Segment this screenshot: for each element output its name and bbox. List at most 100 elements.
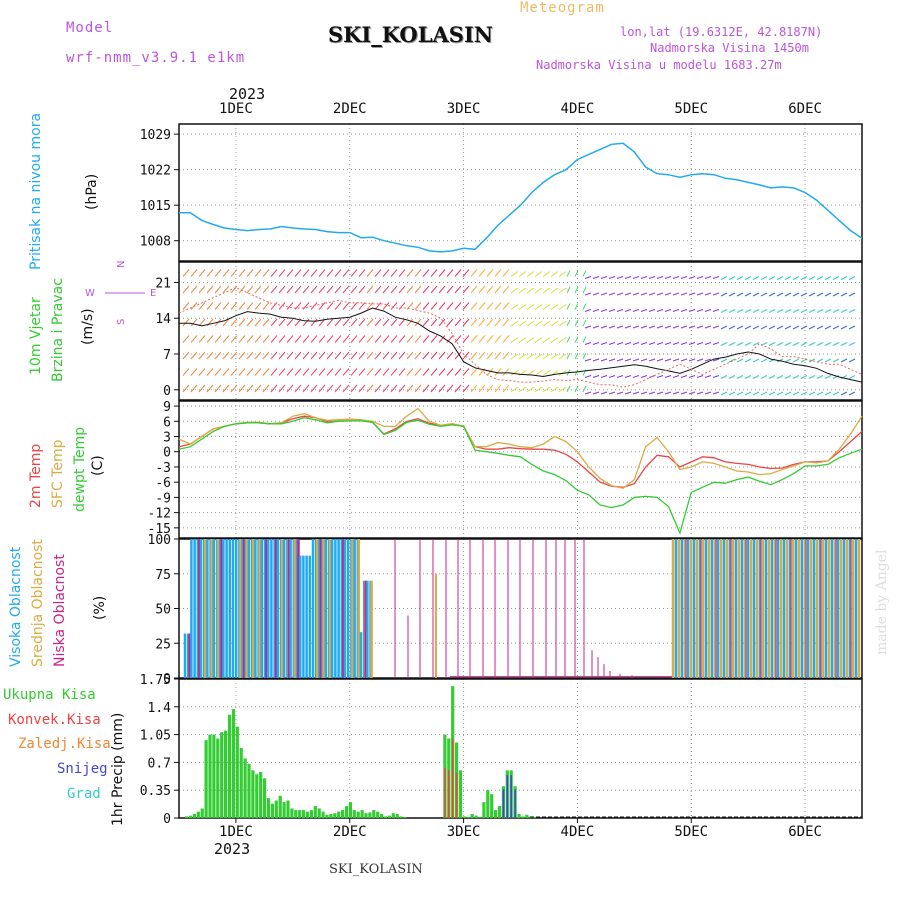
compass-e: E bbox=[150, 288, 157, 299]
conv-rain-bar bbox=[451, 738, 454, 818]
precip-bar bbox=[329, 814, 333, 818]
precip-unit: 1hr Precip (mm) bbox=[110, 712, 126, 826]
precip-bar bbox=[282, 802, 286, 818]
y-tick-label: 1.05 bbox=[140, 729, 171, 744]
x-tick-label-top: 4DEC bbox=[561, 101, 595, 117]
precip-bar bbox=[235, 726, 239, 818]
conv-rain-bar bbox=[448, 770, 450, 818]
snow-bar bbox=[514, 789, 516, 818]
precip-bar bbox=[525, 814, 529, 818]
panel-frame bbox=[178, 123, 863, 262]
temp-unit: (C) bbox=[90, 455, 106, 476]
mid-cloud-label: Srednja Oblacnost bbox=[30, 539, 46, 667]
precip-bar bbox=[286, 800, 290, 818]
tsfc-line bbox=[178, 407, 863, 490]
x-tick-label-top: 3DEC bbox=[447, 101, 481, 117]
precip-bar bbox=[208, 734, 212, 818]
y-tick-label: 0 bbox=[163, 384, 171, 399]
footer-station: SKI_KOLASIN bbox=[329, 862, 423, 877]
model-name: wrf-nmm_v3.9.1 e1km bbox=[66, 50, 246, 66]
precip-bar bbox=[270, 803, 274, 818]
dewpt-line bbox=[178, 417, 863, 535]
y-tick-label: 0 bbox=[163, 672, 171, 687]
altitude-text: Nadmorska Visina 1450m bbox=[650, 41, 809, 55]
precip-bar bbox=[462, 816, 466, 818]
y-tick-label: 21 bbox=[155, 276, 171, 291]
y-tick-label: 1008 bbox=[140, 235, 171, 250]
y-tick-label: -3 bbox=[155, 461, 171, 476]
low-cloud-label: Niska Oblacnost bbox=[52, 554, 68, 667]
y-tick-label: 6 bbox=[163, 415, 171, 430]
t2m-line bbox=[178, 415, 863, 488]
precip-bar bbox=[387, 815, 391, 818]
t2m-label: 2m Temp bbox=[28, 443, 44, 508]
precip-bar bbox=[325, 814, 329, 818]
y-tick-label: 9 bbox=[163, 400, 171, 415]
precip-bar bbox=[188, 815, 193, 818]
y-tick-label: 1015 bbox=[140, 199, 171, 214]
y-tick-label: 0 bbox=[163, 446, 171, 461]
precip-bar bbox=[259, 771, 263, 818]
y-tick-label: 3 bbox=[163, 431, 171, 446]
cloud-unit: (%) bbox=[92, 595, 108, 620]
y-tick-label: 75 bbox=[155, 568, 171, 583]
y-tick-label: 1.4 bbox=[148, 701, 172, 716]
y-tick-label: 0.7 bbox=[148, 756, 171, 771]
precip-bar bbox=[317, 808, 321, 818]
precip-bar bbox=[348, 802, 352, 818]
snow-bar bbox=[502, 789, 505, 818]
precip-bar bbox=[305, 811, 310, 818]
precip-bar bbox=[494, 810, 498, 818]
precip-bar bbox=[247, 763, 251, 818]
precip-bar bbox=[220, 732, 224, 818]
compass-w: W bbox=[85, 288, 95, 299]
precip-bar bbox=[458, 770, 463, 818]
wind-speed-line bbox=[179, 307, 863, 383]
precip-bars bbox=[185, 686, 537, 818]
precip-bar bbox=[302, 810, 306, 818]
y-tick-label: 14 bbox=[155, 312, 171, 327]
year-top: 2023 bbox=[229, 85, 266, 103]
x-tick-label-bottom: 1DEC bbox=[219, 824, 253, 840]
precip-bar bbox=[309, 810, 313, 818]
y-tick-label: -6 bbox=[155, 476, 171, 491]
snow-label: Snijeg bbox=[57, 761, 108, 777]
precip-bar bbox=[227, 714, 232, 818]
precip-bar bbox=[185, 816, 189, 818]
precip-bar bbox=[490, 794, 494, 818]
model-label: Model bbox=[66, 20, 114, 36]
precip-bar bbox=[231, 709, 235, 818]
x-tick-label-top: 5DEC bbox=[674, 101, 708, 117]
y-tick-label: -9 bbox=[155, 491, 171, 506]
precip-bar bbox=[266, 798, 271, 818]
precip-bar bbox=[216, 738, 220, 818]
compass-n: N bbox=[116, 260, 127, 268]
precip-bar bbox=[321, 811, 325, 818]
y-tick-label: -15 bbox=[148, 522, 171, 537]
precip-bar bbox=[352, 810, 356, 818]
y-tick-label: 50 bbox=[155, 603, 171, 618]
precip-bar bbox=[395, 814, 399, 818]
lonlat-text: lon,lat (19.6312E, 42.8187N) bbox=[620, 25, 823, 39]
precip-bar bbox=[399, 816, 403, 818]
meteogram-title: Meteogram bbox=[520, 0, 605, 16]
precip-bar bbox=[204, 740, 208, 818]
pressure-unit: (hPa) bbox=[84, 173, 100, 210]
precip-bar bbox=[360, 810, 364, 818]
precip-bar bbox=[478, 817, 482, 818]
precip-bar bbox=[344, 806, 349, 818]
precip-bar bbox=[337, 811, 341, 818]
wind-label-2: Brzina i Pravac bbox=[50, 278, 66, 382]
y-tick-label: 7 bbox=[163, 348, 171, 363]
precip-bar bbox=[239, 748, 243, 818]
precip-bar bbox=[224, 730, 228, 818]
y-tick-label: 25 bbox=[155, 637, 171, 652]
precip-bar bbox=[364, 813, 368, 818]
precip-bar bbox=[380, 814, 384, 818]
precip-bar bbox=[243, 758, 247, 818]
total-rain-label: Ukupna Kisa bbox=[3, 687, 96, 703]
precip-bar bbox=[391, 813, 395, 818]
x-tick-label-top: 1DEC bbox=[219, 101, 253, 117]
precip-bar bbox=[255, 774, 259, 818]
